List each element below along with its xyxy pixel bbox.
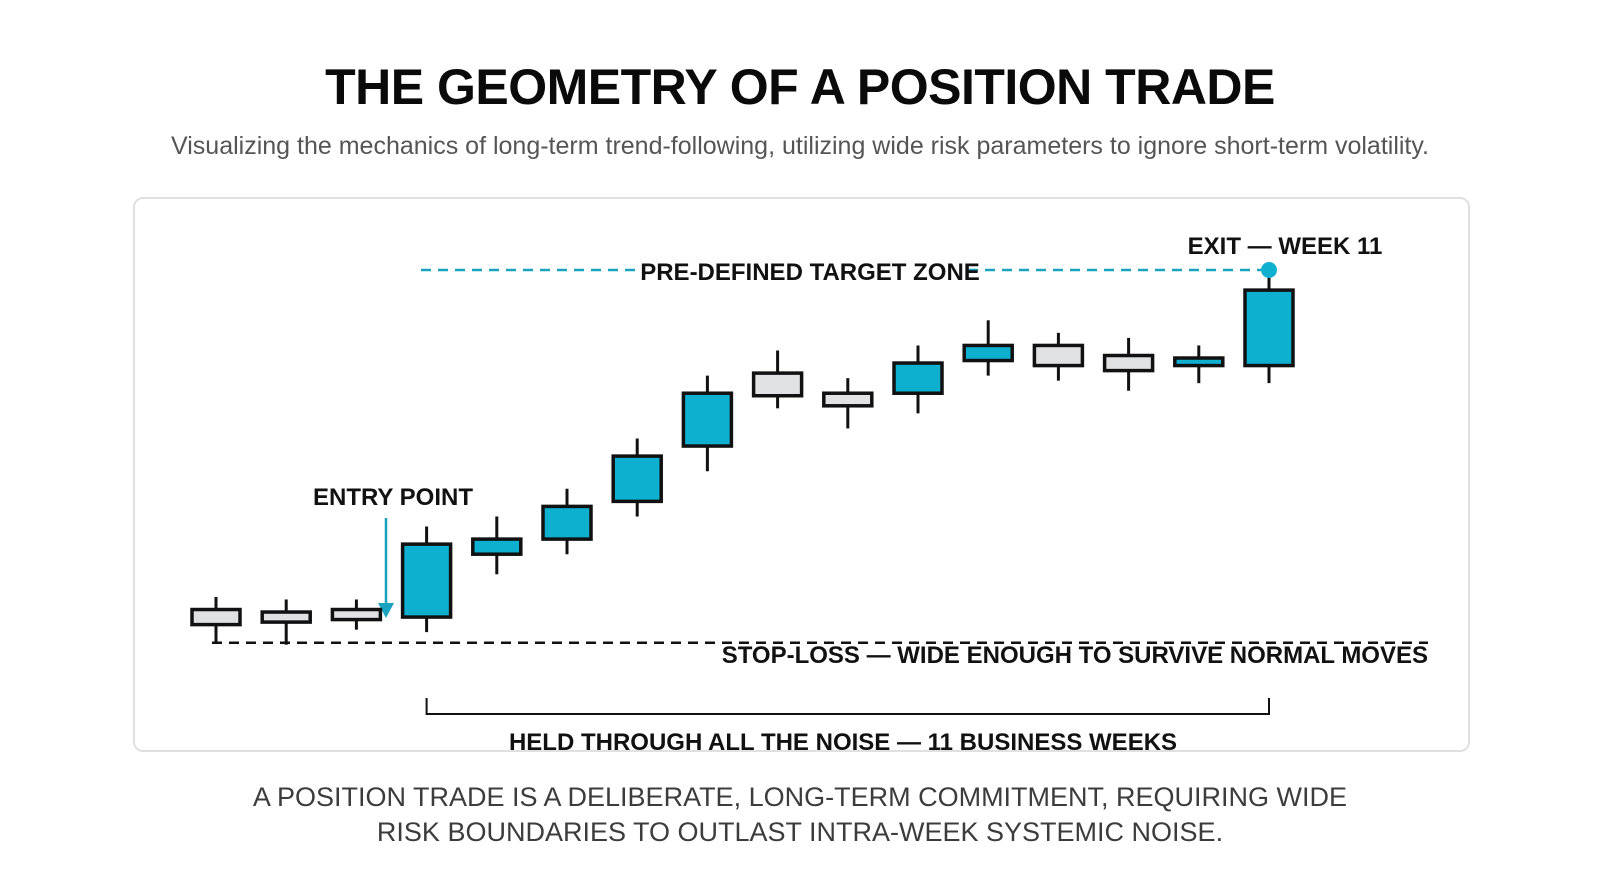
candle	[471, 516, 523, 575]
candle-body	[611, 454, 663, 504]
candle-body	[1102, 353, 1155, 373]
caption-line-1: A POSITION TRADE IS A DELIBERATE, LONG-T…	[252, 782, 1348, 812]
exit-marker	[1261, 262, 1277, 278]
candle-body	[400, 542, 453, 619]
candle	[1243, 270, 1295, 384]
candle-body	[260, 610, 312, 624]
candle	[962, 320, 1014, 376]
exit-label: EXIT — WEEK 11	[1188, 233, 1383, 260]
page-title: THE GEOMETRY OF A POSITION TRADE	[325, 59, 1275, 115]
candle-body	[892, 361, 944, 395]
candle	[400, 526, 453, 633]
candle-body	[1173, 356, 1225, 368]
hold-bracket	[425, 698, 1270, 715]
entry-label: ENTRY POINT	[313, 484, 473, 511]
candle	[190, 596, 242, 643]
candle-body	[962, 343, 1014, 363]
candle-body	[1243, 288, 1295, 368]
candle	[260, 599, 312, 645]
target-zone-label: PRE-DEFINED TARGET ZONE	[640, 259, 980, 286]
candle-body	[751, 371, 804, 398]
candle-body	[541, 504, 593, 541]
candle	[822, 378, 874, 429]
hold-duration-label: HELD THROUGH ALL THE NOISE — 11 BUSINESS…	[509, 729, 1177, 756]
caption: A POSITION TRADE IS A DELIBERATE, LONG-T…	[0, 780, 1600, 850]
candle-body	[190, 607, 242, 627]
candle	[751, 350, 804, 409]
candle	[1102, 337, 1155, 391]
candle-body	[822, 391, 874, 408]
candle	[681, 375, 734, 472]
candle-body	[471, 537, 523, 556]
candle	[1173, 345, 1225, 384]
stop-loss-label: STOP-LOSS — WIDE ENOUGH TO SURVIVE NORMA…	[722, 642, 1428, 669]
candle	[892, 345, 944, 414]
candle	[611, 438, 663, 517]
candle	[330, 599, 383, 630]
candle-body	[1032, 343, 1085, 368]
entry-arrow-head	[378, 603, 394, 618]
candle-body	[681, 391, 734, 448]
candle	[541, 488, 593, 555]
page-subtitle: Visualizing the mechanics of long-term t…	[171, 132, 1429, 160]
candle-body	[330, 607, 383, 622]
candle	[1032, 332, 1085, 381]
caption-line-2: RISK BOUNDARIES TO OUTLAST INTRA-WEEK SY…	[376, 817, 1224, 847]
